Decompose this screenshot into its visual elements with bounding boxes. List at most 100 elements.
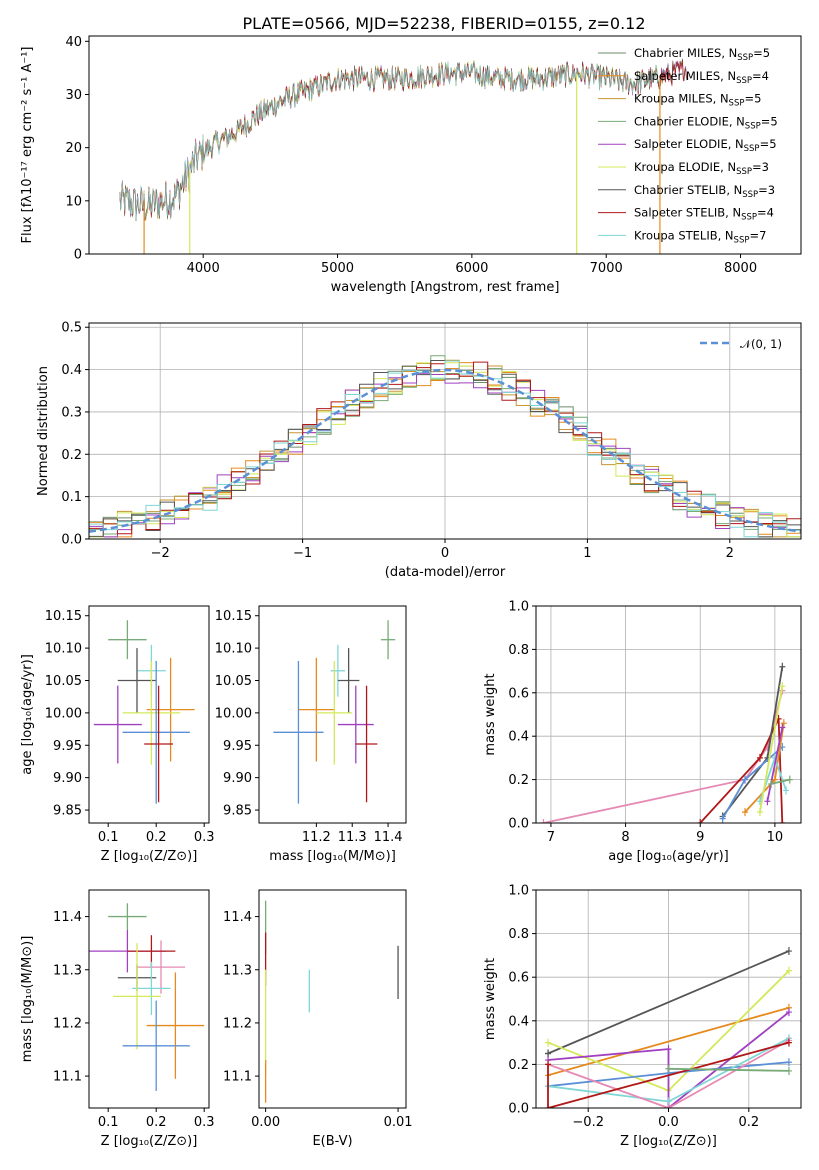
weight_vs_Z-series-marker	[665, 1045, 672, 1054]
age_vs_mass-point	[298, 657, 335, 762]
legend-label-subscript: SSP	[736, 167, 752, 177]
legend-label-text: Kroupa ELODIE, N	[634, 160, 736, 174]
mass_vs_Z-xlabel: Z [log₁₀(Z/Z⊙)]	[101, 1134, 198, 1149]
mass_vs_ebv-xtick-label: 0.00	[251, 1115, 280, 1130]
residuals-ytick-label: 0.4	[61, 363, 82, 378]
legend-label-tail: =5	[760, 137, 777, 151]
legend-label-tail: =5	[753, 46, 770, 60]
mass_vs_Z-point	[122, 1000, 190, 1091]
age_vs_mass-point	[337, 648, 360, 713]
legend-entry-label: Chabrier STELIB, NSSP=3	[634, 183, 775, 200]
age_vs_mass-ytick-label: 9.85	[223, 804, 252, 819]
weight_vs_age-xtick-label: 10	[767, 830, 784, 845]
age_vs_Z-ytick-label: 9.95	[53, 739, 82, 754]
weight_vs_Z-plot-area	[545, 947, 792, 1108]
weight_vs_Z-frame	[535, 889, 802, 1109]
weight_vs_Z-series-marker	[545, 1060, 552, 1069]
residuals-legend-label: 𝒩(0, 1)	[740, 337, 782, 351]
age_vs_mass-plot-area	[273, 620, 396, 804]
age_vs_Z-point	[93, 685, 142, 764]
legend-entry-label: Kroupa ELODIE, NSSP=3	[634, 160, 769, 177]
weight_vs_Z-panel: −0.2 0.0 0.2 0.0 0.2 0.4 0.6 0.8 1.0 Z [log₁₀(Z/Z…	[483, 884, 802, 1149]
age_vs_mass-point	[273, 661, 324, 804]
legend-label-text: Kroupa MILES, N	[634, 92, 729, 106]
weight_vs_Z-series-marker	[665, 1064, 672, 1073]
residuals-xtick-label: 1	[583, 546, 591, 561]
spectrum-series-line	[119, 58, 687, 222]
age_vs_mass-ytick-label: 9.90	[223, 771, 252, 786]
residuals-xtick-label: 0	[441, 546, 449, 561]
mass_vs_Z-plot-area	[89, 903, 205, 1091]
age_vs_Z-ytick-label: 10.00	[45, 706, 82, 721]
weight_vs_age-series-marker	[780, 719, 787, 728]
weight_vs_age-xtick-label: 8	[621, 830, 629, 845]
weight_vs_Z-series-line	[547, 1039, 790, 1108]
age_vs_mass-point	[380, 620, 396, 660]
legend-label-tail: =5	[744, 92, 761, 106]
spectrum-series-line	[119, 61, 661, 220]
weight_vs_Z-xtick-label: 0.2	[738, 1115, 759, 1130]
age_vs_Z-ytick-label: 10.10	[45, 642, 82, 657]
residuals-xtick-label: −2	[151, 546, 170, 561]
mass_vs_ebv-xtick-label: 0.01	[384, 1115, 413, 1130]
age_vs_mass-ytick-label: 10.00	[215, 706, 252, 721]
legend-label-text: Chabrier ELODIE, N	[634, 114, 745, 128]
legend-entry-label: Salpeter ELODIE, NSSP=5	[634, 137, 777, 154]
mass_vs_Z-xtick-label: 0.3	[194, 1115, 215, 1130]
age_vs_mass-panel: 11.2 11.3 11.4 9.85 9.90 9.95 10.00 10.05 10.10 1…	[215, 605, 407, 864]
weight_vs_age-series-line	[766, 727, 784, 802]
weight_vs_age-series-marker	[756, 808, 763, 817]
legend-label-subscript: SSP	[736, 76, 752, 86]
age_vs_Z-ylabel: age [log₁₀(age/yr)]	[20, 654, 35, 775]
age_vs_Z-point	[108, 620, 147, 660]
mass_vs_ebv-ytick-label: 11.3	[223, 963, 252, 978]
legend-label-tail: =7	[749, 228, 766, 242]
spectrum-xtick-label: 8000	[724, 261, 757, 276]
spectrum-xtick-label: 6000	[455, 261, 488, 276]
age_vs_mass-point	[330, 644, 346, 697]
age_vs_Z-point	[122, 661, 181, 765]
age_vs_mass-frame	[258, 605, 407, 824]
weight_vs_Z-series-marker	[785, 1066, 792, 1075]
spectrum-xtick-label: 5000	[321, 261, 354, 276]
weight_vs_age-series-line	[699, 718, 784, 823]
mass_vs_Z-point	[127, 935, 176, 968]
weight_vs_age-series-line	[770, 778, 791, 785]
weight_vs_Z-series-line	[668, 1067, 790, 1072]
mass_vs_Z-point	[113, 943, 161, 1050]
weight_vs_Z-series-marker	[785, 1058, 792, 1067]
mass_vs_Z-ytick-label: 11.2	[53, 1016, 82, 1031]
age_vs_Z-ytick-label: 10.15	[45, 609, 82, 624]
residuals-xlabel: (data-model)/error	[385, 565, 506, 580]
residuals-ytick-label: 0.2	[61, 448, 82, 463]
legend-label-text: Kroupa STELIB, N	[634, 228, 734, 242]
age_vs_mass-point	[355, 685, 378, 803]
weight_vs_Z-xtick-label: 0.0	[658, 1115, 679, 1130]
legend-label-text: Salpeter MILES, N	[634, 69, 736, 83]
weight_vs_age-ytick-label: 0.8	[508, 643, 529, 658]
mass_vs_Z-ytick-label: 11.1	[53, 1070, 82, 1085]
mass_vs_ebv-xlabel: E(B-V)	[312, 1134, 352, 1149]
legend-entry-label: Chabrier MILES, NSSP=5	[634, 46, 770, 63]
mass_vs_Z-ytick-label: 11.3	[53, 963, 82, 978]
weight_vs_Z-series-marker	[545, 1104, 552, 1108]
residuals-normal-curve	[89, 368, 801, 533]
weight_vs_Z-series-marker	[785, 947, 792, 956]
spectrum-xlabel: wavelength [Angstrom, rest frame]	[331, 280, 560, 295]
weight_vs_age-series-marker	[786, 775, 793, 784]
legend-label-tail: =4	[757, 206, 774, 220]
legend-label-text: Salpeter ELODIE, N	[634, 137, 744, 151]
weight_vs_age-series-marker	[779, 682, 786, 691]
spectrum-ytick-label: 40	[65, 35, 82, 50]
spectrum-xtick-label: 4000	[187, 261, 220, 276]
mass_vs_ebv-ytick-label: 11.1	[223, 1070, 252, 1085]
mass_vs_Z-frame	[88, 889, 210, 1109]
age_vs_mass-ytick-label: 10.05	[215, 674, 252, 689]
age_vs_mass-ytick-label: 10.15	[215, 609, 252, 624]
age_vs_mass-point	[337, 685, 374, 764]
mass_vs_Z-point	[108, 903, 147, 930]
legend-label-subscript: SSP	[741, 213, 757, 223]
residuals-ytick-label: 0.1	[61, 490, 82, 505]
